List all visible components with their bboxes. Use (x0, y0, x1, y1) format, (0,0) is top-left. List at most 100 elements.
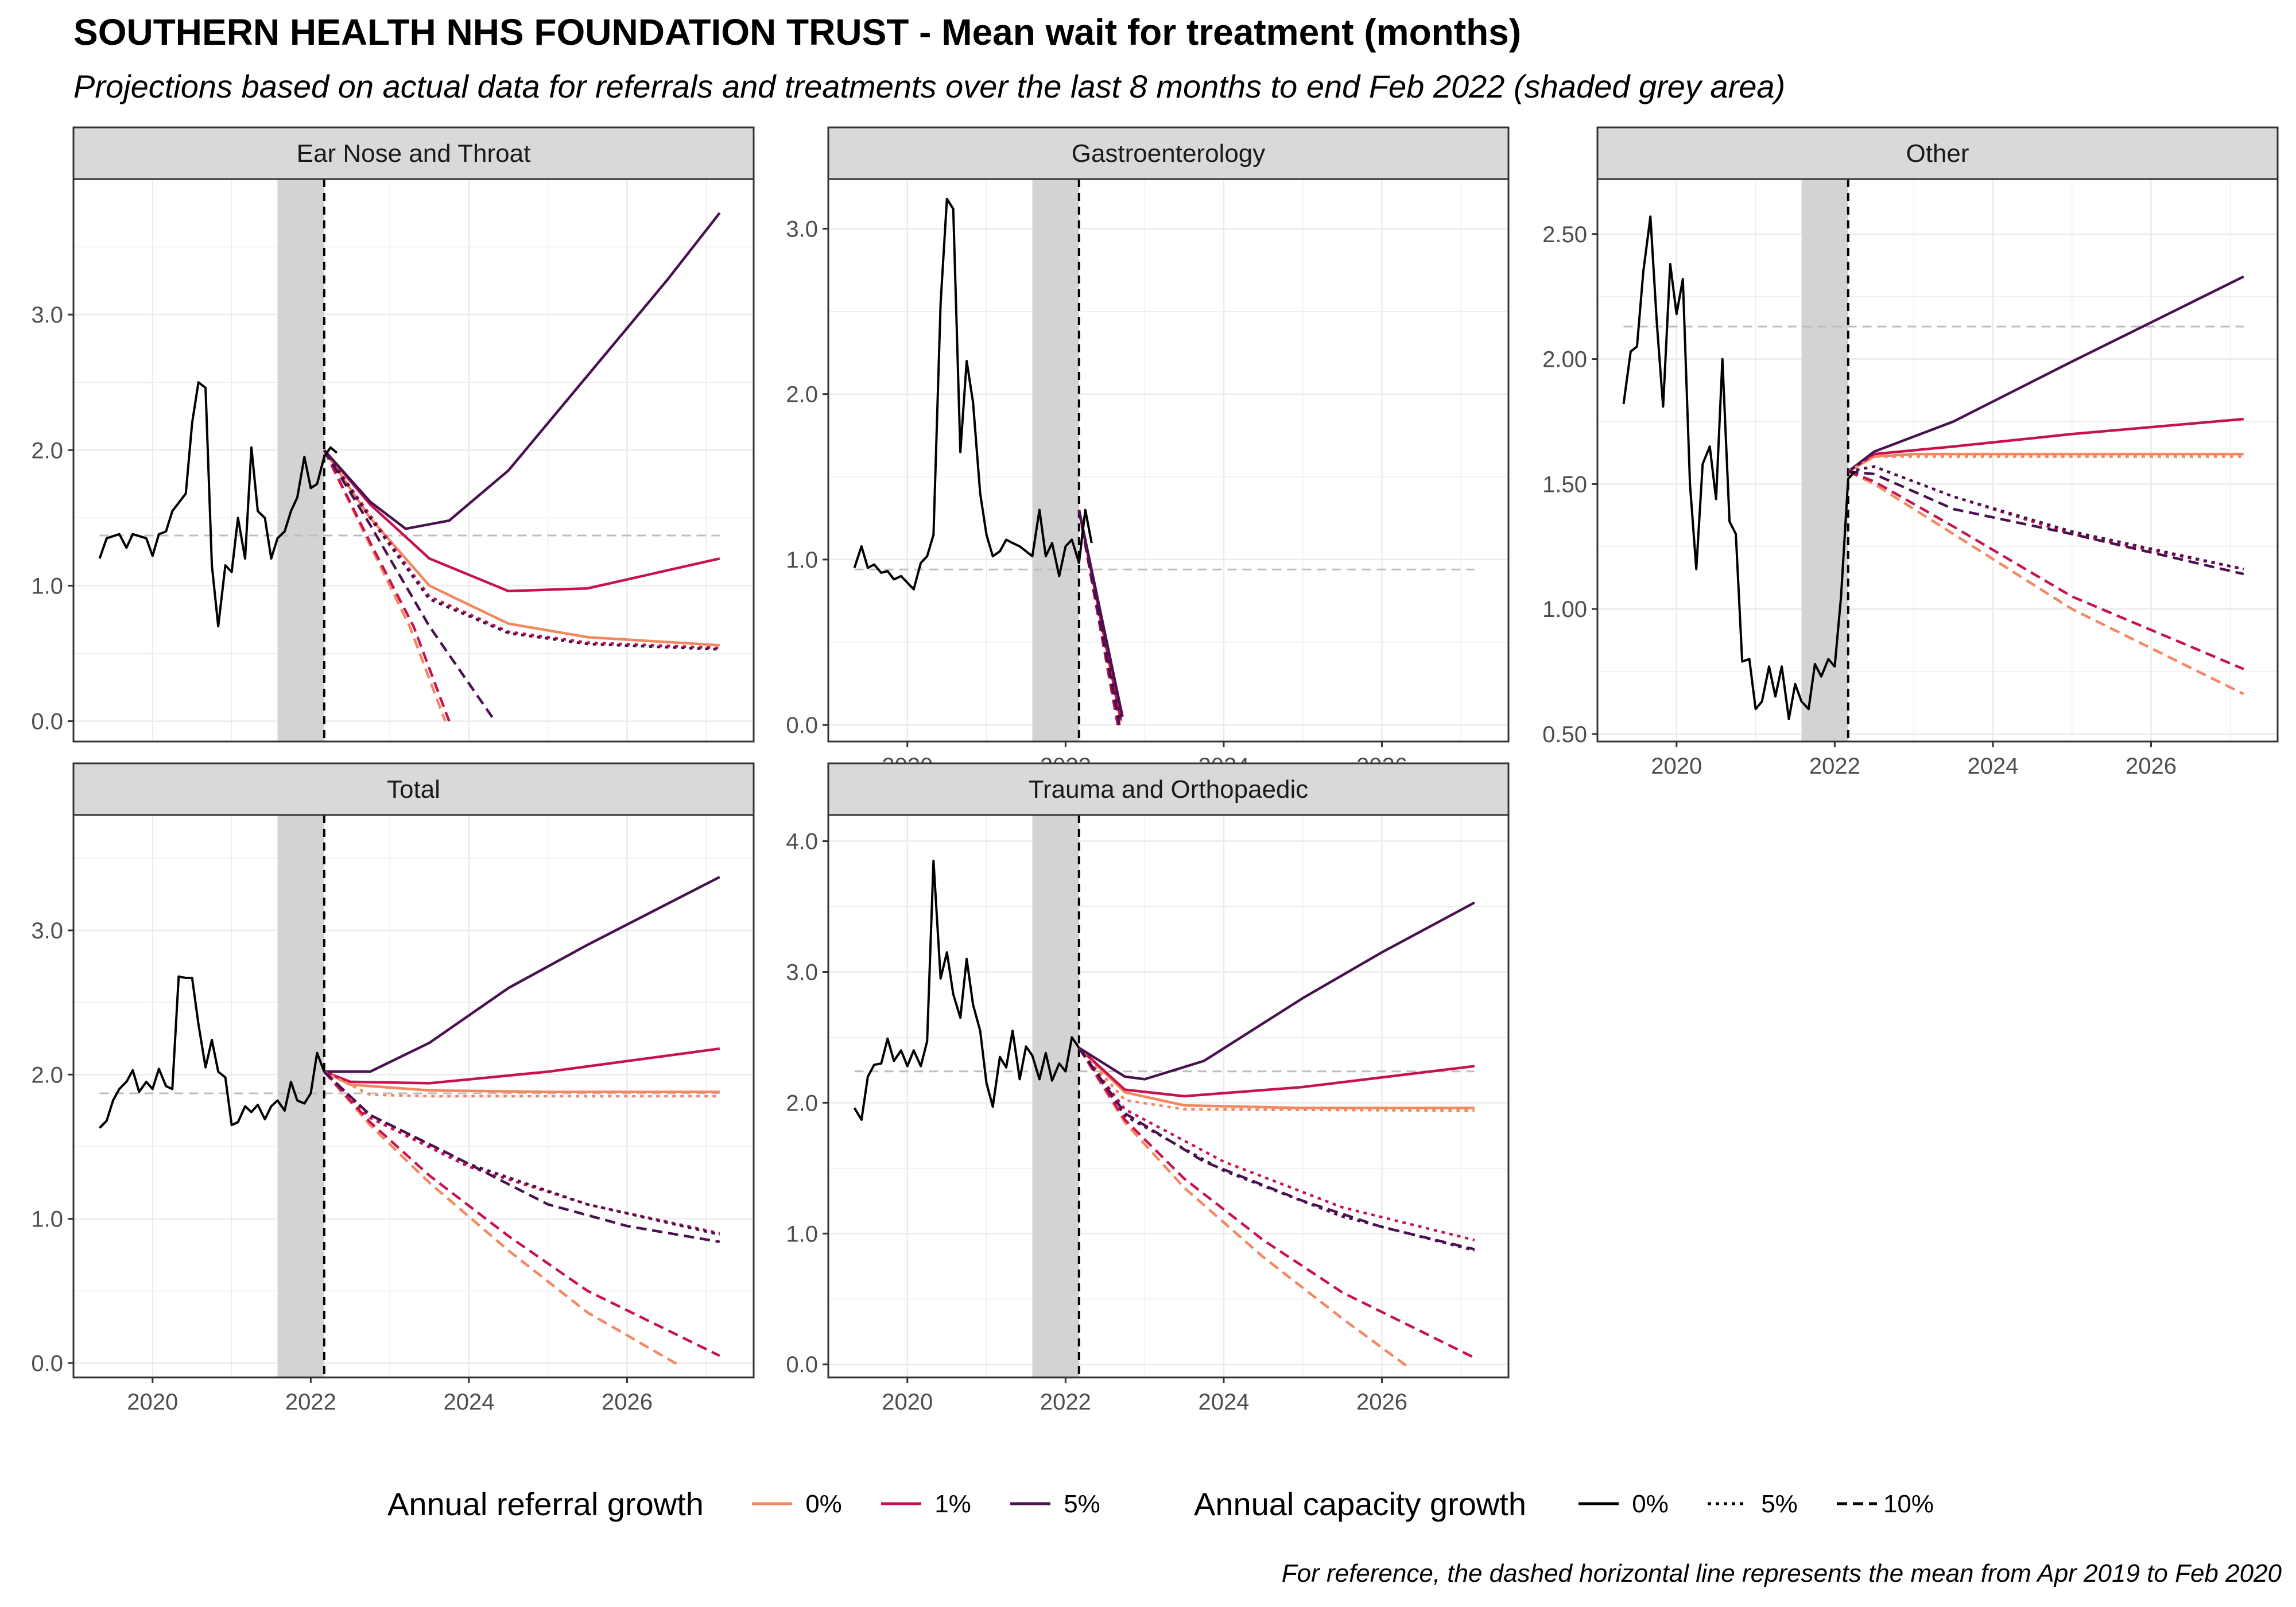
series-lines (1622, 215, 2244, 720)
projection-line-referral-1-capacity-10 (323, 1070, 720, 1357)
panel-background (73, 179, 754, 742)
y-tick-label: 3.0 (786, 960, 818, 985)
strip-label: Other (1906, 139, 1969, 168)
y-tick-label: 0.50 (1542, 722, 1587, 747)
projection-line-referral-5-capacity-10 (1848, 470, 2244, 576)
legend-label: 0% (1632, 1490, 1669, 1518)
legend-label: 1% (934, 1490, 971, 1518)
y-tick-label: 1.0 (31, 573, 63, 599)
y-tick-label: 2.0 (786, 1090, 818, 1116)
y-tick-label: 4.0 (786, 829, 818, 855)
strip-background (72, 762, 755, 816)
shaded-period (277, 179, 324, 742)
projection-line-referral-1-capacity-5 (323, 1070, 720, 1235)
chart-caption: For reference, the dashed horizontal lin… (1282, 1559, 2282, 1587)
x-tick-label: 2022 (1040, 1389, 1091, 1415)
projection-line-referral-1-capacity-0 (1078, 1047, 1475, 1098)
projection-line-referral-5-capacity-5 (1848, 465, 2244, 570)
legend-item-referral-0: 0% (752, 1490, 842, 1518)
projection-line-referral-0-capacity-10 (1847, 470, 2244, 696)
panel-other: Other 0.50 1.00 1.50 2.00 2.50 2020 2022 2024 202… (1542, 126, 2279, 779)
projection-line-referral-5-capacity-10 (323, 449, 497, 722)
legend-item-capacity-10: 10% (1837, 1490, 1934, 1518)
y-tick-label: 1.0 (786, 548, 818, 573)
y-tick-label: 1.0 (786, 1221, 818, 1247)
legend-label: 5% (1761, 1490, 1798, 1518)
projection-line-referral-1-capacity-10 (1847, 470, 2244, 670)
actual-line (1622, 215, 1856, 720)
projection-line-referral-1-capacity-0 (323, 1047, 720, 1085)
x-tick-label: 2026 (2126, 754, 2177, 779)
panel-background (828, 815, 1508, 1377)
y-tick-label: 2.50 (1542, 222, 1587, 247)
shaded-period (1032, 815, 1079, 1377)
projection-line-referral-0-capacity-5 (323, 1070, 720, 1098)
x-tick-label: 2026 (602, 1389, 653, 1415)
projection-line-referral-5-capacity-10 (1077, 510, 1121, 725)
projection-line-referral-0-capacity-0 (1078, 1047, 1475, 1109)
legend-item-capacity-5: 5% (1708, 1490, 1798, 1518)
panel-background (1597, 179, 2278, 742)
shaded-period (1801, 179, 1848, 742)
series-lines (98, 212, 721, 722)
y-tick-label: 2.0 (31, 438, 63, 463)
y-tick-label: 2.00 (1542, 347, 1587, 372)
x-tick-label: 2024 (1967, 754, 2018, 779)
gridlines (828, 179, 1508, 742)
chart-title: SOUTHERN HEALTH NHS FOUNDATION TRUST - M… (73, 11, 1521, 53)
projection-line-referral-0-capacity-0 (323, 449, 720, 647)
x-tick-label: 2024 (1198, 1389, 1249, 1415)
projection-line-referral-5-capacity-10 (323, 1070, 720, 1244)
panel-total: Total 0.0 1.0 2.0 3.0 2020 2022 2024 2026 (31, 762, 755, 1415)
projection-line-referral-5-capacity-0 (1847, 275, 2244, 473)
strip-label: Total (387, 775, 440, 804)
x-tick-label: 2020 (1651, 754, 1702, 779)
x-tick-label: 2020 (882, 1389, 933, 1415)
legend-title-capacity: Annual capacity growth (1194, 1486, 1526, 1522)
strip-background (827, 762, 1510, 816)
y-tick-label: 2.0 (31, 1062, 63, 1088)
series-lines (99, 876, 720, 1367)
x-tick-label: 2020 (127, 1389, 178, 1415)
projection-line-referral-0-capacity-5 (1847, 455, 2244, 473)
actual-line (99, 975, 325, 1129)
shaded-period (277, 815, 324, 1377)
projection-line-referral-1-capacity-10 (1077, 1047, 1475, 1359)
series-lines (853, 859, 1475, 1368)
series-lines (853, 197, 1124, 725)
strip-background (72, 126, 755, 180)
strip-label: Ear Nose and Throat (297, 139, 531, 168)
x-tick-label: 2026 (1356, 1389, 1407, 1415)
y-tick-label: 0.0 (31, 709, 63, 735)
panel-background (828, 179, 1508, 742)
y-tick-label: 1.0 (31, 1207, 63, 1232)
chart-subtitle: Projections based on actual data for ref… (73, 68, 1785, 104)
gridlines (828, 815, 1508, 1377)
legend-label: 5% (1064, 1490, 1100, 1518)
shaded-period (1032, 179, 1079, 742)
strip-label: Gastroenterology (1072, 139, 1266, 168)
y-tick-label: 3.0 (786, 216, 818, 242)
legend: Annual referral growth 0% 1% 5% Annual capac… (387, 1486, 1934, 1522)
strip-label: Trauma and Orthopaedic (1029, 775, 1309, 804)
x-tick-label: 2022 (285, 1389, 336, 1415)
projection-line-referral-1-capacity-10 (323, 449, 451, 722)
y-tick-label: 3.0 (31, 918, 63, 944)
facet-panels: Ear Nose and Throat 0.0 1.0 2.0 3.0 Gastroent… (31, 126, 2279, 1415)
y-tick-label: 1.00 (1542, 597, 1587, 622)
projection-line-referral-5-capacity-0 (323, 212, 721, 530)
projection-line-referral-1-capacity-0 (1847, 417, 2244, 473)
strip-background (827, 126, 1510, 180)
projection-line-referral-0-capacity-10 (323, 1070, 681, 1367)
projection-line-referral-5-capacity-10 (1077, 1047, 1475, 1251)
panel-trauma-and-orthopaedic: Trauma and Orthopaedic 0.0 1.0 2.0 3.0 4.0 202… (786, 762, 1510, 1415)
y-tick-label: 3.0 (31, 302, 63, 328)
legend-title-referral: Annual referral growth (387, 1486, 704, 1522)
projection-line-referral-5-capacity-5 (1077, 510, 1123, 720)
y-tick-label: 0.0 (31, 1351, 63, 1376)
actual-line (853, 859, 1080, 1121)
legend-item-referral-1: 1% (881, 1490, 971, 1518)
projection-line-referral-0-capacity-5 (1078, 1047, 1475, 1112)
projection-line-referral-1-capacity-5 (1077, 1047, 1475, 1241)
x-tick-label: 2022 (1809, 754, 1860, 779)
